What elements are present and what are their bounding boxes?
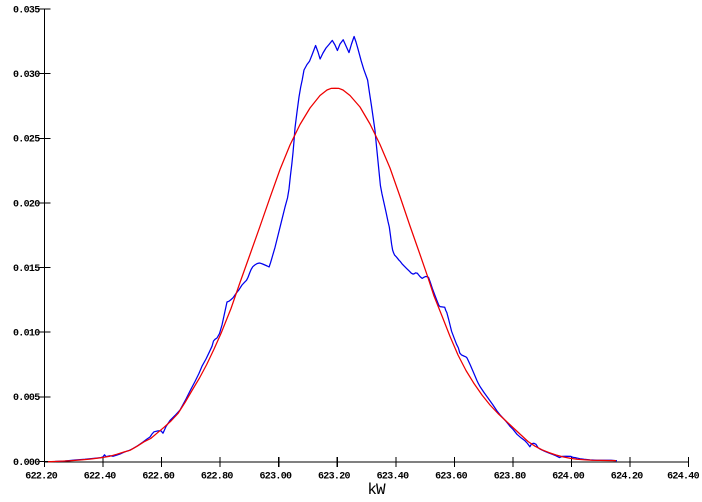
svg-text:0.015: 0.015 [13,264,40,275]
svg-text:622.60: 622.60 [142,472,175,483]
svg-text:623.80: 623.80 [494,472,527,483]
svg-text:623.60: 623.60 [435,472,468,483]
svg-text:623.40: 623.40 [377,472,410,483]
svg-text:kW: kW [367,481,386,497]
svg-text:624.20: 624.20 [611,472,644,483]
svg-text:622.20: 622.20 [25,472,58,483]
svg-text:0.005: 0.005 [13,393,40,404]
svg-text:623.00: 623.00 [259,472,292,483]
svg-text:0.035: 0.035 [13,5,40,16]
svg-text:622.80: 622.80 [201,472,234,483]
svg-text:0.020: 0.020 [13,199,40,210]
svg-text:0.000: 0.000 [13,458,40,469]
svg-text:623.20: 623.20 [318,472,351,483]
svg-text:0.025: 0.025 [13,135,40,146]
svg-text:0.030: 0.030 [13,70,40,81]
svg-text:622.40: 622.40 [84,472,117,483]
svg-text:0.010: 0.010 [13,329,40,340]
svg-text:624.40: 624.40 [667,472,700,483]
svg-text:624.00: 624.00 [552,472,585,483]
